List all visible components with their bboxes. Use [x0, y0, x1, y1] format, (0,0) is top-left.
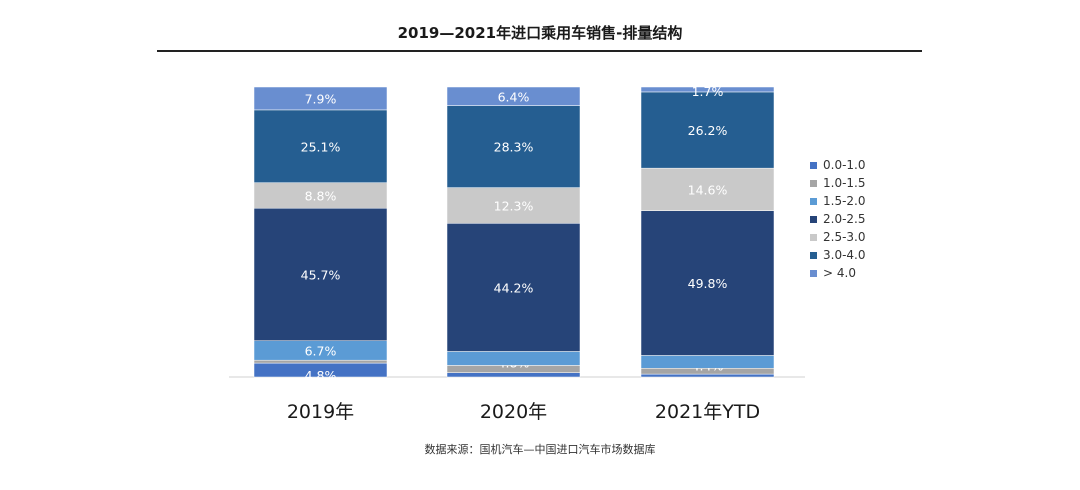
bar-segment	[640, 355, 775, 369]
bar-segment	[446, 86, 581, 106]
legend-swatch	[810, 251, 817, 259]
data-label: 6.4%	[498, 89, 530, 104]
x-tick-label: 2021年YTD	[655, 401, 760, 423]
legend-label: > 4.0	[823, 266, 856, 280]
bar-segment	[446, 223, 581, 352]
legend-item: 0.0-1.0	[810, 156, 866, 174]
legend-swatch	[810, 233, 817, 241]
bar-segment	[640, 210, 775, 356]
bar-segment	[253, 182, 388, 209]
bar-segment	[253, 359, 388, 364]
x-tick-label: 2020年	[480, 401, 547, 423]
data-label: 25.1%	[301, 139, 341, 154]
x-tick-label: 2019年	[287, 401, 354, 423]
bar-segment	[253, 207, 388, 341]
data-label: 49.8%	[688, 276, 728, 291]
legend-swatch	[810, 269, 817, 277]
legend-swatch	[810, 179, 817, 187]
data-label: 4.8%	[305, 368, 337, 383]
legend-label: 2.5-3.0	[823, 230, 866, 244]
legend-swatch	[810, 215, 817, 223]
data-label: 28.3%	[494, 140, 534, 155]
bar-segment	[640, 373, 775, 378]
title-divider	[157, 50, 922, 52]
data-label: 7.9%	[305, 91, 337, 106]
legend-label: 3.0-4.0	[823, 248, 866, 262]
bar-segment	[253, 86, 388, 111]
source-note: 数据来源：国机汽车—中国进口汽车市场数据库	[424, 443, 656, 456]
data-label: 45.7%	[301, 267, 341, 282]
legend-label: 2.0-2.5	[823, 212, 866, 226]
data-label: 14.6%	[688, 182, 728, 197]
data-label: 12.3%	[494, 198, 534, 213]
data-label: 8.8%	[305, 188, 337, 203]
legend-label: 1.5-2.0	[823, 194, 866, 208]
bar-segment	[640, 86, 775, 93]
legend-label: 1.0-1.5	[823, 176, 866, 190]
legend: 0.0-1.0 1.0-1.5 1.5-2.0 2.0-2.5 2.5-3.0 3.0-4…	[810, 156, 866, 282]
legend-item: 3.0-4.0	[810, 246, 866, 264]
bar-segment	[446, 372, 581, 378]
legend-item: > 4.0	[810, 264, 866, 282]
bar-segment	[253, 109, 388, 183]
legend-swatch	[810, 197, 817, 205]
bar-segment	[446, 105, 581, 188]
data-label: 1.7%	[692, 84, 724, 99]
bar-segment	[446, 351, 581, 366]
data-label: 6.7%	[305, 343, 337, 358]
chart-title: 2019—2021年进口乘用车销售-排量结构	[397, 24, 683, 42]
bar-segment	[640, 167, 775, 211]
legend-item: 2.5-3.0	[810, 228, 866, 246]
legend-swatch	[810, 161, 817, 169]
data-label: 44.2%	[494, 280, 534, 295]
legend-label: 0.0-1.0	[823, 158, 866, 172]
data-label: 26.2%	[688, 123, 728, 138]
legend-item: 2.0-2.5	[810, 210, 866, 228]
legend-item: 1.5-2.0	[810, 192, 866, 210]
legend-item: 1.0-1.5	[810, 174, 866, 192]
